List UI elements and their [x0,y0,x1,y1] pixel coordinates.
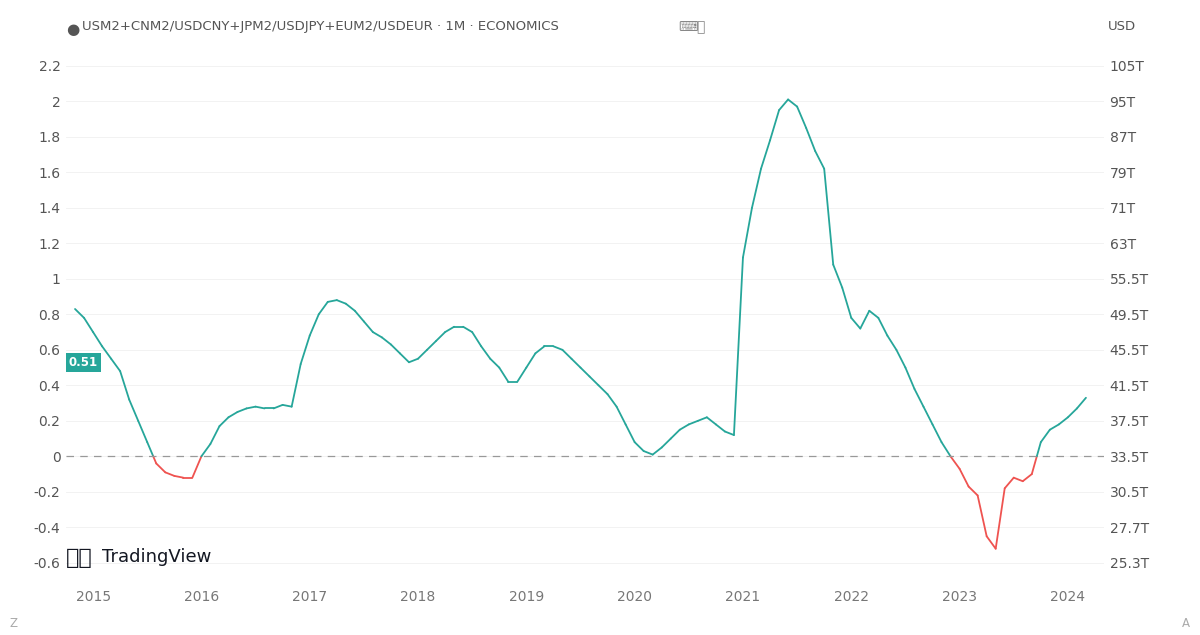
Text: ⌨: ⌨ [678,20,698,34]
Text: A: A [1182,617,1190,630]
Text: Z: Z [10,617,18,630]
Text: TradingView: TradingView [102,549,211,566]
Text: ⦿⦿: ⦿⦿ [66,549,92,568]
Text: USM2+CNM2/USDCNY+JPM2/USDJPY+EUM2/USDEUR · 1M · ECONOMICS: USM2+CNM2/USDCNY+JPM2/USDJPY+EUM2/USDEUR… [82,20,558,33]
Text: ●: ● [66,22,79,37]
Text: USD: USD [1108,20,1135,33]
Text: 0.51: 0.51 [68,356,98,369]
Text: ⦿: ⦿ [696,20,704,34]
